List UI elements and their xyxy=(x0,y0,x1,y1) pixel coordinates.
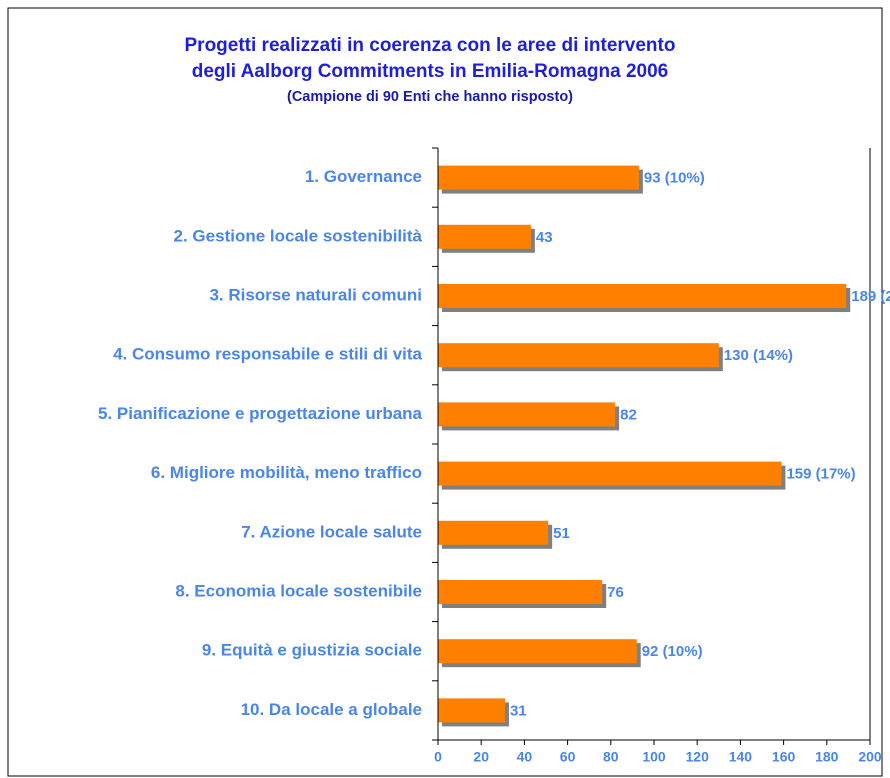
bar xyxy=(438,224,531,249)
value-label: 93 (10%) xyxy=(644,170,705,187)
value-label: 189 (20%) xyxy=(851,288,890,305)
value-label: 159 (17%) xyxy=(786,466,855,483)
y-tick-label: 1. Governance xyxy=(305,167,422,186)
chart-title: Progetti realizzati in coerenza con le a… xyxy=(185,35,676,56)
x-tick-label: 60 xyxy=(560,749,576,765)
bar xyxy=(438,698,505,723)
value-label: 82 xyxy=(620,406,637,423)
y-tick-label: 8. Economia locale sostenibile xyxy=(175,581,422,600)
chart-subtitle: (Campione di 90 Enti che hanno risposto) xyxy=(287,89,573,105)
y-tick-label: 4. Consumo responsabile e stili di vita xyxy=(113,345,422,364)
chart-title: degli Aalborg Commitments in Emilia-Roma… xyxy=(192,61,669,82)
x-tick-label: 120 xyxy=(686,749,710,765)
x-tick-label: 200 xyxy=(858,749,882,765)
bar xyxy=(438,461,782,486)
y-tick-label: 9. Equità e giustizia sociale xyxy=(202,641,422,660)
value-label: 51 xyxy=(553,525,570,542)
y-tick-label: 3. Risorse naturali comuni xyxy=(209,285,422,304)
y-tick-label: 10. Da locale a globale xyxy=(241,700,422,719)
value-label: 92 (10%) xyxy=(642,643,703,660)
value-label: 43 xyxy=(536,229,553,246)
y-tick-label: 5. Pianificazione e progettazione urbana xyxy=(98,404,423,423)
x-tick-label: 80 xyxy=(603,749,619,765)
y-tick-label: 7. Azione locale salute xyxy=(241,522,422,541)
x-tick-label: 20 xyxy=(473,749,489,765)
x-tick-label: 140 xyxy=(729,749,753,765)
bar xyxy=(438,284,847,308)
x-tick-label: 0 xyxy=(434,749,442,765)
value-label: 76 xyxy=(607,584,624,601)
value-label: 130 (14%) xyxy=(724,347,793,364)
y-tick-label: 6. Migliore mobilità, meno traffico xyxy=(151,463,422,482)
bar xyxy=(438,343,719,368)
bar xyxy=(438,520,549,545)
bar xyxy=(438,639,637,664)
bar xyxy=(438,165,639,190)
y-tick-label: 2. Gestione locale sostenibilità xyxy=(174,226,423,245)
x-tick-label: 180 xyxy=(815,749,839,765)
bar xyxy=(438,580,603,604)
x-tick-label: 40 xyxy=(517,749,533,765)
value-label: 31 xyxy=(510,702,527,719)
x-tick-label: 160 xyxy=(772,749,796,765)
x-tick-label: 100 xyxy=(642,749,666,765)
bar xyxy=(438,402,616,427)
